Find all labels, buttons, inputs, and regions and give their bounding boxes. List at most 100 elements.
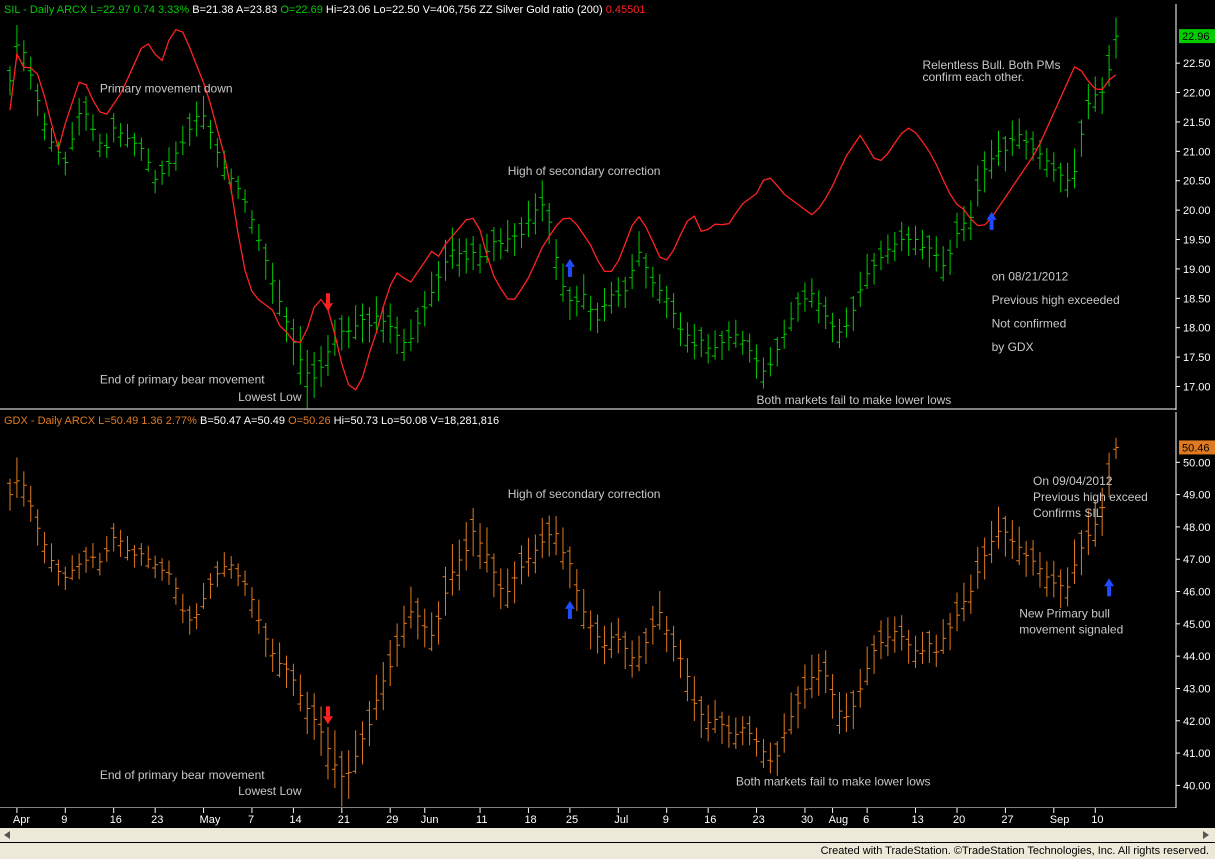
- header-field: Lo=50.08: [378, 415, 427, 427]
- ohlc-bar: [663, 615, 670, 653]
- date-tick-label: 9: [61, 814, 67, 826]
- header-field: A=50.49: [241, 415, 285, 427]
- ohlc-bar: [407, 586, 414, 629]
- arrow-shaft: [325, 293, 330, 304]
- ohlc-bar: [89, 543, 96, 569]
- price-tick-label: 18.50: [1183, 293, 1211, 305]
- ohlc-bar: [539, 180, 546, 222]
- annotation-text: on 08/21/2012: [992, 270, 1069, 284]
- horizontal-scrollbar-track: [0, 828, 1215, 842]
- ohlc-bar: [242, 570, 249, 596]
- annotation-text: Primary movement down: [100, 82, 233, 96]
- ohlc-bar: [401, 605, 408, 648]
- ohlc-bar: [601, 287, 608, 322]
- ohlc-bar: [331, 730, 338, 789]
- ohlc-bar: [83, 546, 90, 573]
- date-tick-label: 30: [801, 814, 813, 826]
- ohlc-bar: [629, 640, 636, 678]
- ohlc-bar: [1071, 148, 1078, 189]
- ohlc-bar: [843, 307, 850, 338]
- ohlc-bar: [518, 545, 525, 585]
- price-tick-label: 21.00: [1183, 146, 1211, 158]
- header-field: Lo=22.50: [370, 4, 419, 16]
- ohlc-bar: [767, 347, 774, 377]
- ohlc-bar: [926, 630, 933, 663]
- date-tick-label: Jul: [614, 814, 628, 826]
- ohlc-bar: [235, 563, 242, 587]
- ohlc-bar: [200, 95, 207, 130]
- ohlc-bar: [967, 200, 974, 241]
- annotation-text: confirm each other.: [922, 70, 1024, 84]
- ohlc-bar: [553, 238, 560, 281]
- ohlc-bar: [483, 527, 490, 573]
- header-field: B=50.47: [197, 415, 241, 427]
- annotation-text: End of primary bear movement: [100, 373, 265, 387]
- ohlc-bar: [193, 101, 200, 137]
- ohlc-bar: [573, 285, 580, 317]
- ohlc-bar: [421, 608, 428, 648]
- ohlc-bar: [898, 615, 905, 651]
- ohlc-bar: [532, 193, 539, 235]
- ohlc-bar: [649, 266, 656, 298]
- ohlc-bar: [732, 717, 739, 749]
- ohlc-bar: [1036, 551, 1043, 588]
- annotation-text: End of primary bear movement: [100, 768, 265, 782]
- last-price-label: 50.46: [1182, 442, 1210, 454]
- ohlc-bar: [41, 112, 48, 141]
- ohlc-bar: [338, 315, 345, 351]
- header-field: ARCX: [54, 4, 88, 16]
- ohlc-bar: [414, 597, 421, 640]
- price-tick-label: 42.00: [1183, 716, 1211, 728]
- ohlc-bar: [739, 716, 746, 746]
- ohlc-bar: [511, 223, 518, 256]
- ohlc-bar: [905, 629, 912, 664]
- ohlc-bar: [912, 635, 919, 668]
- annotation-text: by GDX: [992, 340, 1034, 354]
- ohlc-bar: [947, 612, 954, 651]
- date-tick-label: 6: [863, 814, 869, 826]
- ohlc-bar: [1043, 147, 1050, 178]
- ohlc-bar: [69, 122, 76, 151]
- ohlc-bar: [186, 605, 193, 635]
- header-field: L=50.49: [95, 415, 138, 427]
- date-tick-label: May: [200, 814, 221, 826]
- date-tick-label: Apr: [13, 814, 30, 826]
- ohlc-bar: [677, 312, 684, 347]
- ohlc-bar: [145, 148, 152, 172]
- ohlc-bar: [435, 261, 442, 302]
- ohlc-bar: [7, 478, 13, 511]
- ohlc-bar: [857, 668, 864, 708]
- ohlc-bar: [698, 696, 705, 739]
- ohlc-bar: [96, 133, 103, 158]
- ohlc-bar: [670, 625, 677, 662]
- ohlc-bar: [262, 622, 269, 658]
- ohlc-bar: [753, 727, 760, 757]
- ohlc-bar: [117, 123, 124, 148]
- annotation-text: Previous high exceed: [1033, 490, 1148, 504]
- ohlc-bar: [428, 612, 435, 652]
- ohlc-bar: [69, 555, 76, 581]
- header-field: V=18,281,816: [427, 415, 499, 427]
- ohlc-bar: [497, 228, 504, 260]
- scrollbar[interactable]: [0, 843, 1215, 859]
- date-tick-label: 10: [1091, 814, 1103, 826]
- ohlc-bar: [1057, 569, 1064, 609]
- ohlc-bar: [103, 133, 110, 158]
- ohlc-bar: [615, 617, 622, 654]
- ohlc-bar: [725, 715, 732, 748]
- ohlc-bar: [504, 219, 511, 253]
- gdx-price-panel: 40.00 41.00 42.00 43.00 44.00 45.00 46.00 47.00…: [0, 412, 1215, 809]
- arrow-head: [564, 258, 575, 267]
- ohlc-bar: [940, 246, 947, 282]
- ohlc-bar: [110, 113, 117, 143]
- date-tick-label: 20: [953, 814, 965, 826]
- ohlc-bar: [774, 337, 781, 367]
- ohlc-bar: [1078, 119, 1085, 157]
- ohlc-bar: [622, 631, 629, 670]
- ohlc-bar: [1099, 77, 1106, 114]
- ohlc-bar: [276, 642, 283, 678]
- ohlc-bar: [725, 321, 732, 351]
- price-tick-label: 17.50: [1183, 352, 1211, 364]
- ohlc-bar: [1071, 539, 1078, 584]
- ohlc-bar: [421, 291, 428, 327]
